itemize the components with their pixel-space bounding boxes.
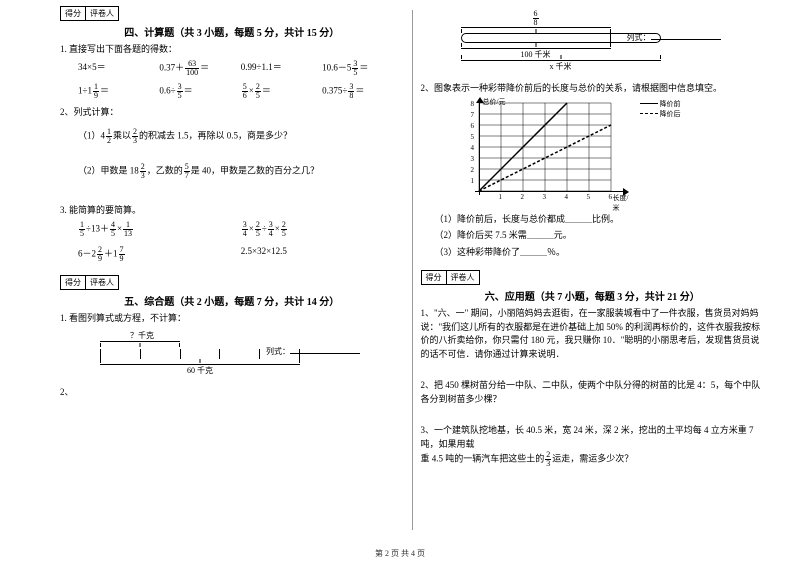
- score-box-6: 得分 评卷人: [421, 270, 480, 285]
- q4-2-1: （1）412乘以23的积减去 1.5，再除以 0.5，商是多少？: [78, 128, 404, 145]
- expr: 15÷13＋45×113: [78, 221, 241, 238]
- q4-3-stem: 3. 能简算的要简算。: [60, 204, 404, 217]
- right-q2-stem: 2、图象表示一种彩带降价前后的长度与总价的关系，请根据图中信息填空。: [421, 82, 765, 95]
- score-label: 得分: [61, 276, 86, 289]
- section-6-title: 六、应用题（共 7 小题，每题 3 分，共计 21 分）: [421, 288, 765, 303]
- expr: 34×5＝: [78, 60, 159, 77]
- q4-1-stem: 1. 直接写出下面各题的得数：: [60, 43, 404, 56]
- expr: 0.375÷38＝: [322, 83, 403, 100]
- q6-2: 2、把 450 棵树苗分给一中队、二中队，使两个中队分得的树苗的比是 4：5，每…: [421, 379, 765, 406]
- q5-2-stem: 2、: [60, 386, 404, 399]
- grader-label: 评卷人: [86, 276, 118, 289]
- right-fig: 68 100 千米 x 千米 列式：: [421, 10, 681, 72]
- fig-formula-label: 列式：: [266, 344, 360, 357]
- grader-label: 评卷人: [86, 7, 118, 20]
- expr: 56×25＝: [241, 83, 322, 100]
- score-box-4: 得分 评卷人: [60, 6, 119, 21]
- q5-1-figure: ？千克 60 千克 列式：: [60, 330, 320, 376]
- page-container: 得分 评卷人 四、计算题（共 3 小题，每题 5 分，共计 15 分） 1. 直…: [0, 0, 800, 540]
- chart-legend: 降价前 降价后: [640, 99, 681, 119]
- right-q2-sub2: （2）降价后买 7.5 米需＿＿＿元。: [421, 229, 765, 242]
- score-label: 得分: [422, 271, 447, 284]
- q6-3: 3、一个建筑队挖地基，长 40.5 米，宽 24 米，深 2 米，挖出的土平均每…: [421, 424, 765, 468]
- left-column: 得分 评卷人 四、计算题（共 3 小题，每题 5 分，共计 15 分） 1. 直…: [52, 6, 412, 540]
- q4-3-grid: 15÷13＋45×113 34×25÷34×25 6－229＋179 2.5×3…: [60, 221, 404, 263]
- page-footer: 第 2 页 共 4 页: [0, 548, 800, 559]
- q4-2-stem: 2、列式计算：: [60, 106, 404, 119]
- right-q2-sub1: （1）降价前后，长度与总价都成＿＿＿比例。: [421, 213, 765, 226]
- expr: 34×25÷34×25: [241, 221, 404, 238]
- q4-2-2: （2）甲数是 1823，乙数的57是 40，甲数是乙数的百分之几？: [78, 163, 404, 180]
- expr: 2.5×32×12.5: [241, 246, 404, 263]
- q5-1-stem: 1. 看图列算式或方程，不计算：: [60, 312, 404, 325]
- expr: 10.6－535＝: [322, 60, 403, 77]
- score-box-5: 得分 评卷人: [60, 275, 119, 290]
- expr: 0.99÷1.1＝: [241, 60, 322, 77]
- expr: 0.6÷35＝: [159, 83, 240, 100]
- fig-label-top: ？千克: [100, 330, 320, 341]
- expr: 6－229＋179: [78, 246, 241, 263]
- right-q2-sub3: （3）这种彩带降价了＿＿＿％。: [421, 246, 765, 259]
- fig-label-bottom: 60 千克: [100, 365, 300, 376]
- q4-1-row1: 34×5＝ 0.37＋63100＝ 0.99÷1.1＝ 10.6－535＝: [60, 60, 404, 77]
- score-label: 得分: [61, 7, 86, 20]
- right-column: 68 100 千米 x 千米 列式： 2、图象表示一种彩带降价前后的长度与总价的…: [413, 6, 773, 540]
- fig-label-x: x 千米: [461, 61, 661, 72]
- section-5-title: 五、综合题（共 2 小题，每题 7 分，共计 14 分）: [60, 293, 404, 308]
- grader-label: 评卷人: [447, 271, 479, 284]
- q4-1-row2: 1÷119＝ 0.6÷35＝ 56×25＝ 0.375÷38＝: [60, 83, 404, 100]
- expr: 1÷119＝: [78, 83, 159, 100]
- expr: 0.37＋63100＝: [159, 60, 240, 77]
- q6-1: 1、"六、一" 期间，小丽陪妈妈去逛街，在一家服装城看中了一件衣服，售货员对妈妈…: [421, 307, 765, 361]
- price-chart: 总价/元 长度/米: [461, 99, 631, 209]
- fig-formula-label-r: 列式：: [627, 30, 721, 43]
- section-4-title: 四、计算题（共 3 小题，每题 5 分，共计 15 分）: [60, 24, 404, 39]
